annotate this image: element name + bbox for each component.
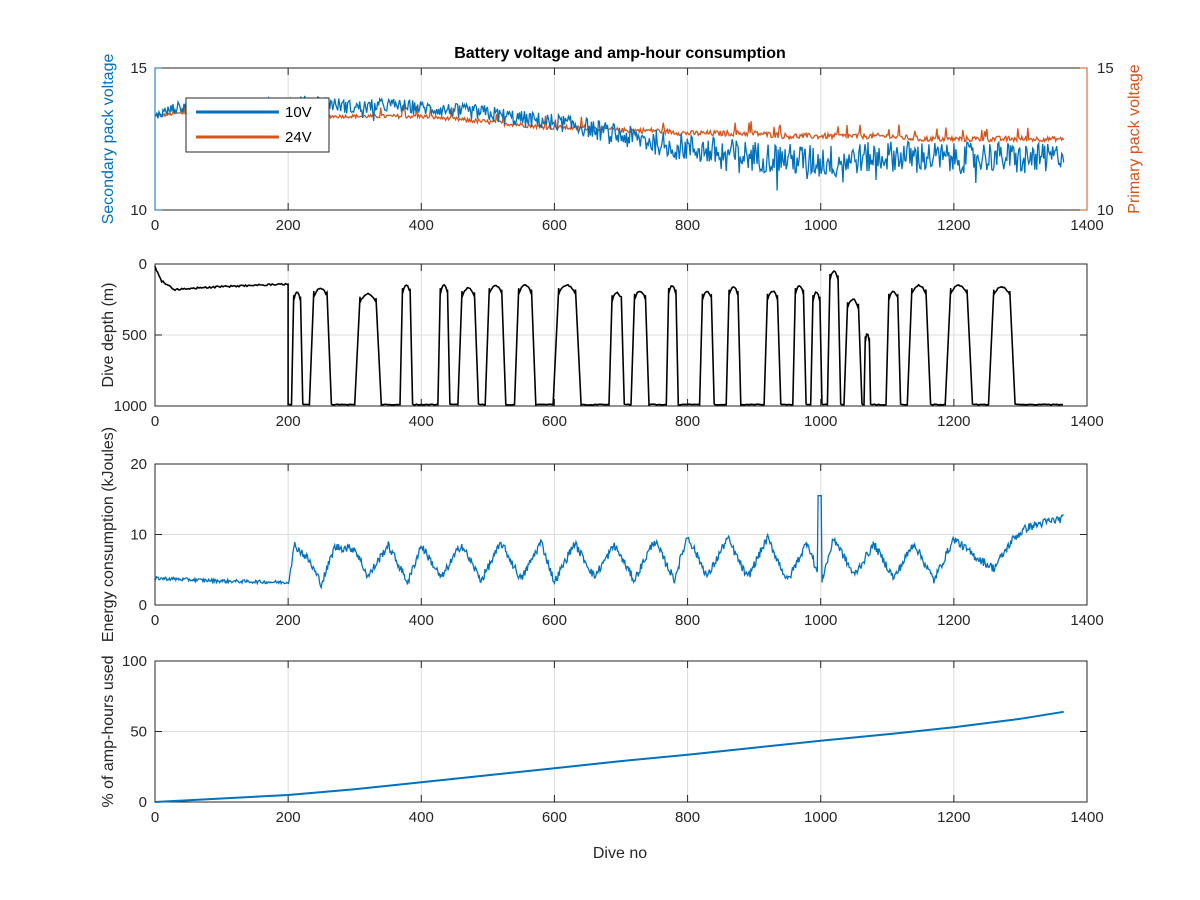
y-tick-label: 0 xyxy=(139,794,147,811)
amp-hours-line xyxy=(154,710,1064,803)
x-tick-label: 1200 xyxy=(937,612,970,629)
x-tick-label: 1000 xyxy=(804,612,837,629)
x-tick-label: 1200 xyxy=(937,217,970,234)
y-axis-label: % of amp-hours used xyxy=(100,655,117,807)
y-tick-label: 50 xyxy=(130,724,147,741)
x-tick-label: 400 xyxy=(409,612,434,629)
y-tick-label: 1000 xyxy=(114,398,147,415)
x-tick-label: 1400 xyxy=(1070,612,1103,629)
y-tick-label: 15 xyxy=(130,60,147,77)
x-tick-label: 200 xyxy=(276,413,301,430)
x-tick-label: 1400 xyxy=(1070,413,1103,430)
x-tick-label: 800 xyxy=(675,217,700,234)
x-tick-label: 200 xyxy=(276,809,301,826)
x-axis-label: Dive no xyxy=(593,845,647,862)
legend-label-10v: 10V xyxy=(285,104,312,121)
x-tick-label: 0 xyxy=(151,809,159,826)
x-tick-label: 1000 xyxy=(804,809,837,826)
x-tick-label: 200 xyxy=(276,612,301,629)
y-tick-label: 0 xyxy=(139,256,147,273)
x-tick-label: 400 xyxy=(409,217,434,234)
y-axis-label: Energy consumption (kJoules) xyxy=(100,427,117,642)
x-tick-label: 800 xyxy=(675,413,700,430)
y-tick-label: 10 xyxy=(130,527,147,544)
x-tick-label: 200 xyxy=(276,217,301,234)
x-tick-label: 1200 xyxy=(937,809,970,826)
x-tick-label: 1000 xyxy=(804,217,837,234)
x-tick-label: 600 xyxy=(542,217,567,234)
y-tick-label-right: 10 xyxy=(1097,202,1114,219)
y-tick-label: 20 xyxy=(130,456,147,473)
legend-label-24v: 24V xyxy=(285,129,312,146)
y-tick-label-right: 15 xyxy=(1097,60,1114,77)
panel-energy: 0 200 400 600 800 1000 1200 1400 0 10 20 Energy con… xyxy=(100,427,1104,642)
y-axis-label-right: Primary pack voltage xyxy=(1126,64,1143,213)
y-tick-label: 500 xyxy=(122,327,147,344)
dive-depth-line xyxy=(154,265,1063,407)
x-tick-label: 600 xyxy=(542,809,567,826)
y-tick-label: 0 xyxy=(139,597,147,614)
x-tick-label: 600 xyxy=(542,413,567,430)
figure-title: Battery voltage and amp-hour consumption xyxy=(454,45,786,62)
x-tick-label: 800 xyxy=(675,809,700,826)
x-tick-label: 800 xyxy=(675,612,700,629)
x-tick-label: 0 xyxy=(151,612,159,629)
x-tick-label: 1400 xyxy=(1070,217,1103,234)
x-tick-label: 400 xyxy=(409,809,434,826)
x-tick-label: 1400 xyxy=(1070,809,1103,826)
x-tick-label: 600 xyxy=(542,612,567,629)
x-tick-label: 1000 xyxy=(804,413,837,430)
legend-box xyxy=(185,97,330,153)
y-axis-label: Secondary pack voltage xyxy=(100,54,117,225)
panel-dive-depth: 0 200 400 600 800 1000 1200 1400 0 500 1000 Dive de… xyxy=(100,256,1104,430)
x-tick-label: 0 xyxy=(151,413,159,430)
y-tick-label: 10 xyxy=(130,202,147,219)
energy-line xyxy=(154,495,1064,590)
panel-amp-hours: 0 200 400 600 800 1000 1200 1400 0 50 100 % of amp-… xyxy=(100,653,1104,826)
x-tick-label: 1200 xyxy=(937,413,970,430)
x-tick-label: 400 xyxy=(409,413,434,430)
y-axis-label: Dive depth (m) xyxy=(100,283,117,388)
x-tick-label: 0 xyxy=(151,217,159,234)
y-tick-label: 100 xyxy=(122,653,147,670)
